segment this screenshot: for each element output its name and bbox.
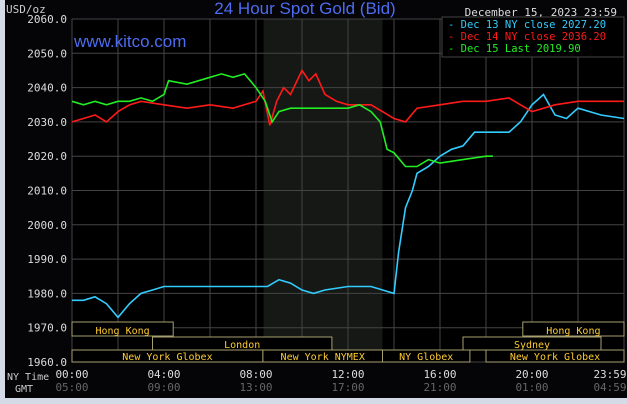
x-tick-ny: 20:00 bbox=[515, 368, 548, 381]
y-tick-label: 2060.0 bbox=[27, 13, 67, 26]
x-tick-gmt: 17:00 bbox=[331, 381, 364, 394]
watermark: www.kitco.com bbox=[73, 32, 186, 51]
gold-chart: USD/oz 24 Hour Spot Gold (Bid) December … bbox=[6, 0, 627, 395]
y-tick-label: 1990.0 bbox=[27, 253, 67, 266]
session-box bbox=[522, 321, 625, 337]
gmt-label: GMT bbox=[15, 384, 33, 395]
x-tick-ny: 23:59 bbox=[593, 368, 626, 381]
x-tick-ny: 04:00 bbox=[147, 368, 180, 381]
y-tick-label: 2010.0 bbox=[27, 185, 67, 198]
session-box bbox=[71, 321, 174, 337]
x-tick-gmt: 09:00 bbox=[147, 381, 180, 394]
chart-panel: USD/oz 24 Hour Spot Gold (Bid) December … bbox=[5, 0, 627, 398]
x-tick-gmt: 21:00 bbox=[423, 381, 456, 394]
y-tick-label: 2030.0 bbox=[27, 116, 67, 129]
legend-entry: - Dec 13 NY close 2027.20 bbox=[448, 19, 606, 31]
y-tick-label: 1980.0 bbox=[27, 287, 67, 300]
y-tick-label: 2050.0 bbox=[27, 47, 67, 60]
x-tick-ny: 12:00 bbox=[331, 368, 364, 381]
series-line-1 bbox=[71, 68, 624, 126]
legend-entry: - Dec 15 Last 2019.90 bbox=[448, 43, 581, 55]
x-tick-gmt: 05:00 bbox=[55, 381, 88, 394]
session-box bbox=[485, 349, 625, 363]
timestamp: December 15, 2023 23:59 bbox=[465, 6, 617, 19]
y-tick-label: 2000.0 bbox=[27, 219, 67, 232]
legend bbox=[441, 16, 625, 58]
x-tick-ny: 00:00 bbox=[55, 368, 88, 381]
session-box bbox=[382, 349, 471, 363]
session-label: New York Globex bbox=[122, 352, 212, 363]
session-label: Sydney bbox=[514, 340, 550, 351]
ny-time-label: NY Time bbox=[7, 372, 49, 383]
session-label: Hong Kong bbox=[96, 326, 150, 337]
series-line-0 bbox=[72, 93, 625, 319]
session-label: London bbox=[224, 340, 260, 351]
session-label: New York Globex bbox=[510, 352, 600, 363]
series-line-2 bbox=[71, 72, 493, 168]
session-label: NY Globex bbox=[399, 352, 453, 363]
y-tick-label: 1960.0 bbox=[27, 356, 67, 369]
chart-title: 24 Hour Spot Gold (Bid) bbox=[214, 0, 395, 18]
y-tick-label: 1970.0 bbox=[27, 322, 67, 335]
x-tick-ny: 08:00 bbox=[239, 368, 272, 381]
x-tick-gmt: 13:00 bbox=[239, 381, 272, 394]
legend-entry: - Dec 14 NY close 2036.20 bbox=[448, 31, 606, 43]
x-tick-gmt: 04:59 bbox=[593, 381, 626, 394]
y-axis-label: USD/oz bbox=[6, 3, 46, 16]
session-label: New York NYMEX bbox=[281, 352, 365, 363]
y-tick-label: 2040.0 bbox=[27, 82, 67, 95]
session-label: Hong Kong bbox=[546, 326, 600, 337]
x-tick-gmt: 01:00 bbox=[515, 381, 548, 394]
y-tick-label: 2020.0 bbox=[27, 150, 67, 163]
x-tick-ny: 16:00 bbox=[423, 368, 456, 381]
